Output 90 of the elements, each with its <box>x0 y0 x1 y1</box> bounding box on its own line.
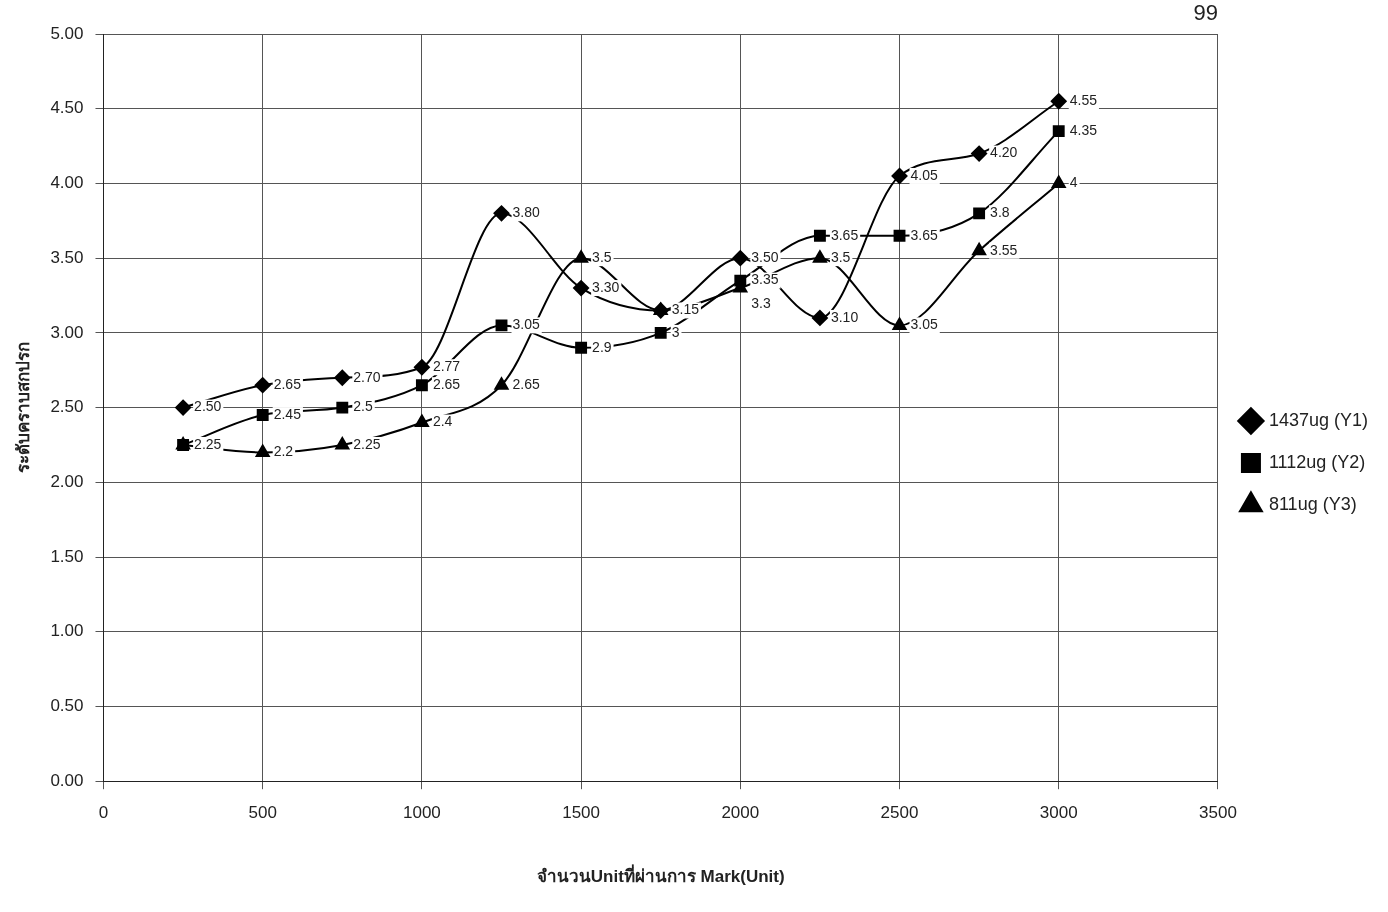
data-label: 3.65 <box>830 226 859 243</box>
data-label: 2.65 <box>273 376 302 393</box>
data-label: 3.15 <box>671 301 700 318</box>
point <box>335 436 350 450</box>
x-axis-title: จำนวนUnitที่ผ่านการ Mark(Unit) <box>536 864 785 887</box>
y-tick-label: 0.50 <box>50 696 84 716</box>
data-label: 3 <box>671 323 680 340</box>
point <box>812 250 827 263</box>
x-tick-label: 3000 <box>1039 803 1078 823</box>
data-label: 4.20 <box>990 144 1018 161</box>
point <box>495 319 508 332</box>
point <box>653 302 668 315</box>
y-axis-title: ระดับคราบสกปรก <box>13 342 33 474</box>
point <box>973 207 986 220</box>
point <box>494 377 509 390</box>
point <box>254 377 271 394</box>
data-label: 3.05 <box>512 316 540 333</box>
data-label: 2.70 <box>353 368 381 385</box>
data-label: 4.05 <box>910 166 938 183</box>
point <box>972 242 987 256</box>
data-label: 3.30 <box>592 278 620 295</box>
data-label: 3.55 <box>990 241 1018 258</box>
point <box>574 250 589 263</box>
data-label: 2.45 <box>273 405 302 422</box>
y-tick-label: 2.50 <box>50 397 84 417</box>
data-label: 4 <box>1069 174 1078 191</box>
data-label: 2.50 <box>194 398 222 415</box>
x-tick-label: 0 <box>98 803 109 823</box>
text: 99 <box>1193 0 1218 26</box>
data-label: 3.80 <box>512 204 540 221</box>
point <box>255 444 270 457</box>
point <box>415 379 428 392</box>
point <box>336 401 349 414</box>
x-tick-label: 3500 <box>1199 803 1237 823</box>
data-label: 4.55 <box>1069 92 1098 109</box>
point <box>1051 175 1066 188</box>
data-label: 2.9 <box>592 338 612 355</box>
point <box>256 409 269 422</box>
data-label: 2.65 <box>432 376 461 393</box>
y-tick-label: 1.50 <box>50 546 84 566</box>
data-label: 2.2 <box>273 443 294 460</box>
data-label: 3.65 <box>910 226 938 243</box>
data-label: 2.25 <box>194 435 222 452</box>
data-label: 3.5 <box>830 249 851 266</box>
point <box>575 341 588 354</box>
data-label: 2.77 <box>432 358 461 375</box>
data-label: 3.3 <box>751 294 771 311</box>
point <box>414 414 429 428</box>
point <box>1050 93 1067 110</box>
y-tick-label: 1.00 <box>50 621 84 641</box>
point <box>732 250 749 267</box>
data-label: 3.35 <box>751 271 779 288</box>
data-label: 2.25 <box>353 435 381 452</box>
point <box>893 229 906 242</box>
x-tick-label: 1500 <box>562 803 601 823</box>
point <box>813 229 826 242</box>
data-label: 3.5 <box>592 249 612 266</box>
x-tick-label: 2000 <box>721 803 760 823</box>
point <box>892 317 907 330</box>
legend-label: 811ug (Y3) <box>1268 493 1357 514</box>
point <box>1052 125 1065 138</box>
point <box>891 167 908 184</box>
y-tick-label: 4.50 <box>50 98 84 118</box>
data-label: 3.8 <box>990 204 1010 221</box>
y-tick-label: 3.00 <box>50 322 84 342</box>
data-label: 2.4 <box>432 413 453 430</box>
data-label: 3.50 <box>751 249 779 266</box>
legend-label: 1112ug (Y2) <box>1268 451 1366 472</box>
y-tick-label: 4.00 <box>50 173 84 193</box>
point <box>573 280 590 297</box>
data-label: 2.5 <box>353 398 373 415</box>
legend-label: 1437ug (Y1) <box>1268 409 1369 430</box>
data-label: 4.35 <box>1069 122 1098 138</box>
y-tick-label: 5.00 <box>50 23 84 43</box>
data-label: 2.65 <box>512 376 540 393</box>
point <box>334 369 351 386</box>
point <box>175 399 192 416</box>
point <box>654 326 667 339</box>
x-tick-label: 2500 <box>880 803 919 823</box>
x-tick-label: 1000 <box>402 803 441 823</box>
point <box>811 309 828 326</box>
point <box>413 359 430 376</box>
y-tick-label: 2.00 <box>50 472 84 492</box>
y-tick-label: 0.00 <box>50 770 84 790</box>
data-label: 3.05 <box>910 316 938 333</box>
data-label: 3.10 <box>830 308 859 325</box>
point <box>971 145 988 162</box>
x-tick-label: 500 <box>248 803 277 823</box>
point <box>493 205 510 222</box>
y-tick-label: 3.50 <box>50 247 84 267</box>
